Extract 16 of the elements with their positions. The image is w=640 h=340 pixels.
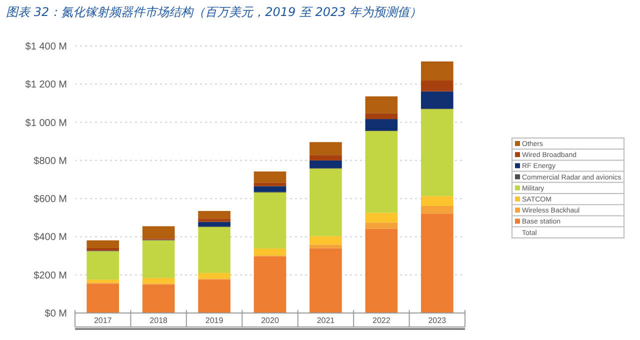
y-tick-label: $1 200 M [25, 80, 67, 91]
y-tick-label: $800 M [34, 156, 67, 167]
x-tick-label: 2020 [261, 316, 280, 325]
y-tick-label: $600 M [34, 194, 67, 206]
y-tick-label: $1 000 M [25, 118, 67, 129]
y-tick-label: $0 M [44, 308, 67, 320]
y-tick-label: $400 M [34, 232, 67, 244]
x-tick-label: 2019 [205, 316, 224, 325]
y-tick-label: $1 400 M [25, 42, 67, 52]
x-tick-label: 2022 [372, 316, 391, 325]
x-tick-label: 2023 [428, 316, 447, 325]
x-tick-label: 2021 [316, 316, 336, 325]
x-tick-label: 2018 [150, 316, 168, 325]
y-tick-label: $200 M [34, 270, 67, 282]
x-tick-label: 2017 [94, 316, 112, 325]
chart-title: 图表 32：氮化镓射频器件市场结构（百万美元，2019 至 2023 年为预测值） [6, 5, 422, 19]
